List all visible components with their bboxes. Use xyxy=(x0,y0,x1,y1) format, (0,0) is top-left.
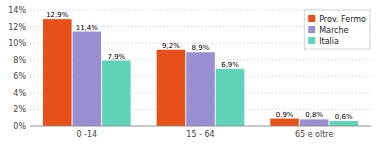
y-tick-label: 8% xyxy=(13,56,26,65)
y-tick-label: 10% xyxy=(8,39,26,48)
data-label: 12,9% xyxy=(46,11,69,19)
x-tick-label: 65 e oltre xyxy=(295,130,334,139)
legend-label: Marche xyxy=(319,26,348,35)
x-axis xyxy=(30,126,371,127)
y-tick-label: 14% xyxy=(8,6,26,15)
bar xyxy=(270,119,299,126)
legend-label: Italia xyxy=(319,37,339,46)
legend-swatch xyxy=(308,15,315,22)
legend: Prov. Fermo Marche Italia xyxy=(304,10,370,49)
data-label: 6,9% xyxy=(221,61,239,69)
bar xyxy=(300,119,329,126)
data-label: 9,2% xyxy=(162,42,180,50)
grid-line xyxy=(30,126,371,127)
legend-swatch xyxy=(308,37,315,44)
y-tick-label: 4% xyxy=(13,89,26,98)
bar xyxy=(157,50,186,126)
legend-swatch xyxy=(308,26,315,33)
bar xyxy=(73,32,102,126)
y-tick-label: 6% xyxy=(13,72,26,81)
data-label: 0,6% xyxy=(335,113,353,121)
bar xyxy=(216,69,245,126)
y-tick-label: 12% xyxy=(8,23,26,32)
data-label: 0,9% xyxy=(276,111,294,119)
bar xyxy=(102,61,131,126)
y-tick-label: 2% xyxy=(13,105,26,114)
bar xyxy=(186,52,215,126)
data-label: 7,9% xyxy=(107,53,125,61)
data-label: 11,4% xyxy=(76,24,99,32)
chart-container: 0% 2% 4% 6% 8% 10% 12% 14% 12,9% 9,2% 0,9% 11,4% 8,9… xyxy=(0,0,379,144)
y-tick-label: 0% xyxy=(13,122,26,131)
bar xyxy=(43,19,72,126)
legend-label: Prov. Fermo xyxy=(319,15,366,24)
x-tick-label: 15 - 64 xyxy=(186,130,214,139)
data-label: 0,8% xyxy=(305,111,323,119)
grid xyxy=(30,10,371,126)
x-tick-label: 0 -14 xyxy=(76,130,97,139)
legend-frame xyxy=(304,10,370,49)
chart: 0% 2% 4% 6% 8% 10% 12% 14% 12,9% 9,2% 0,9% 11,4% 8,9… xyxy=(0,0,379,144)
data-label: 8,9% xyxy=(192,44,210,52)
bar xyxy=(329,121,358,126)
